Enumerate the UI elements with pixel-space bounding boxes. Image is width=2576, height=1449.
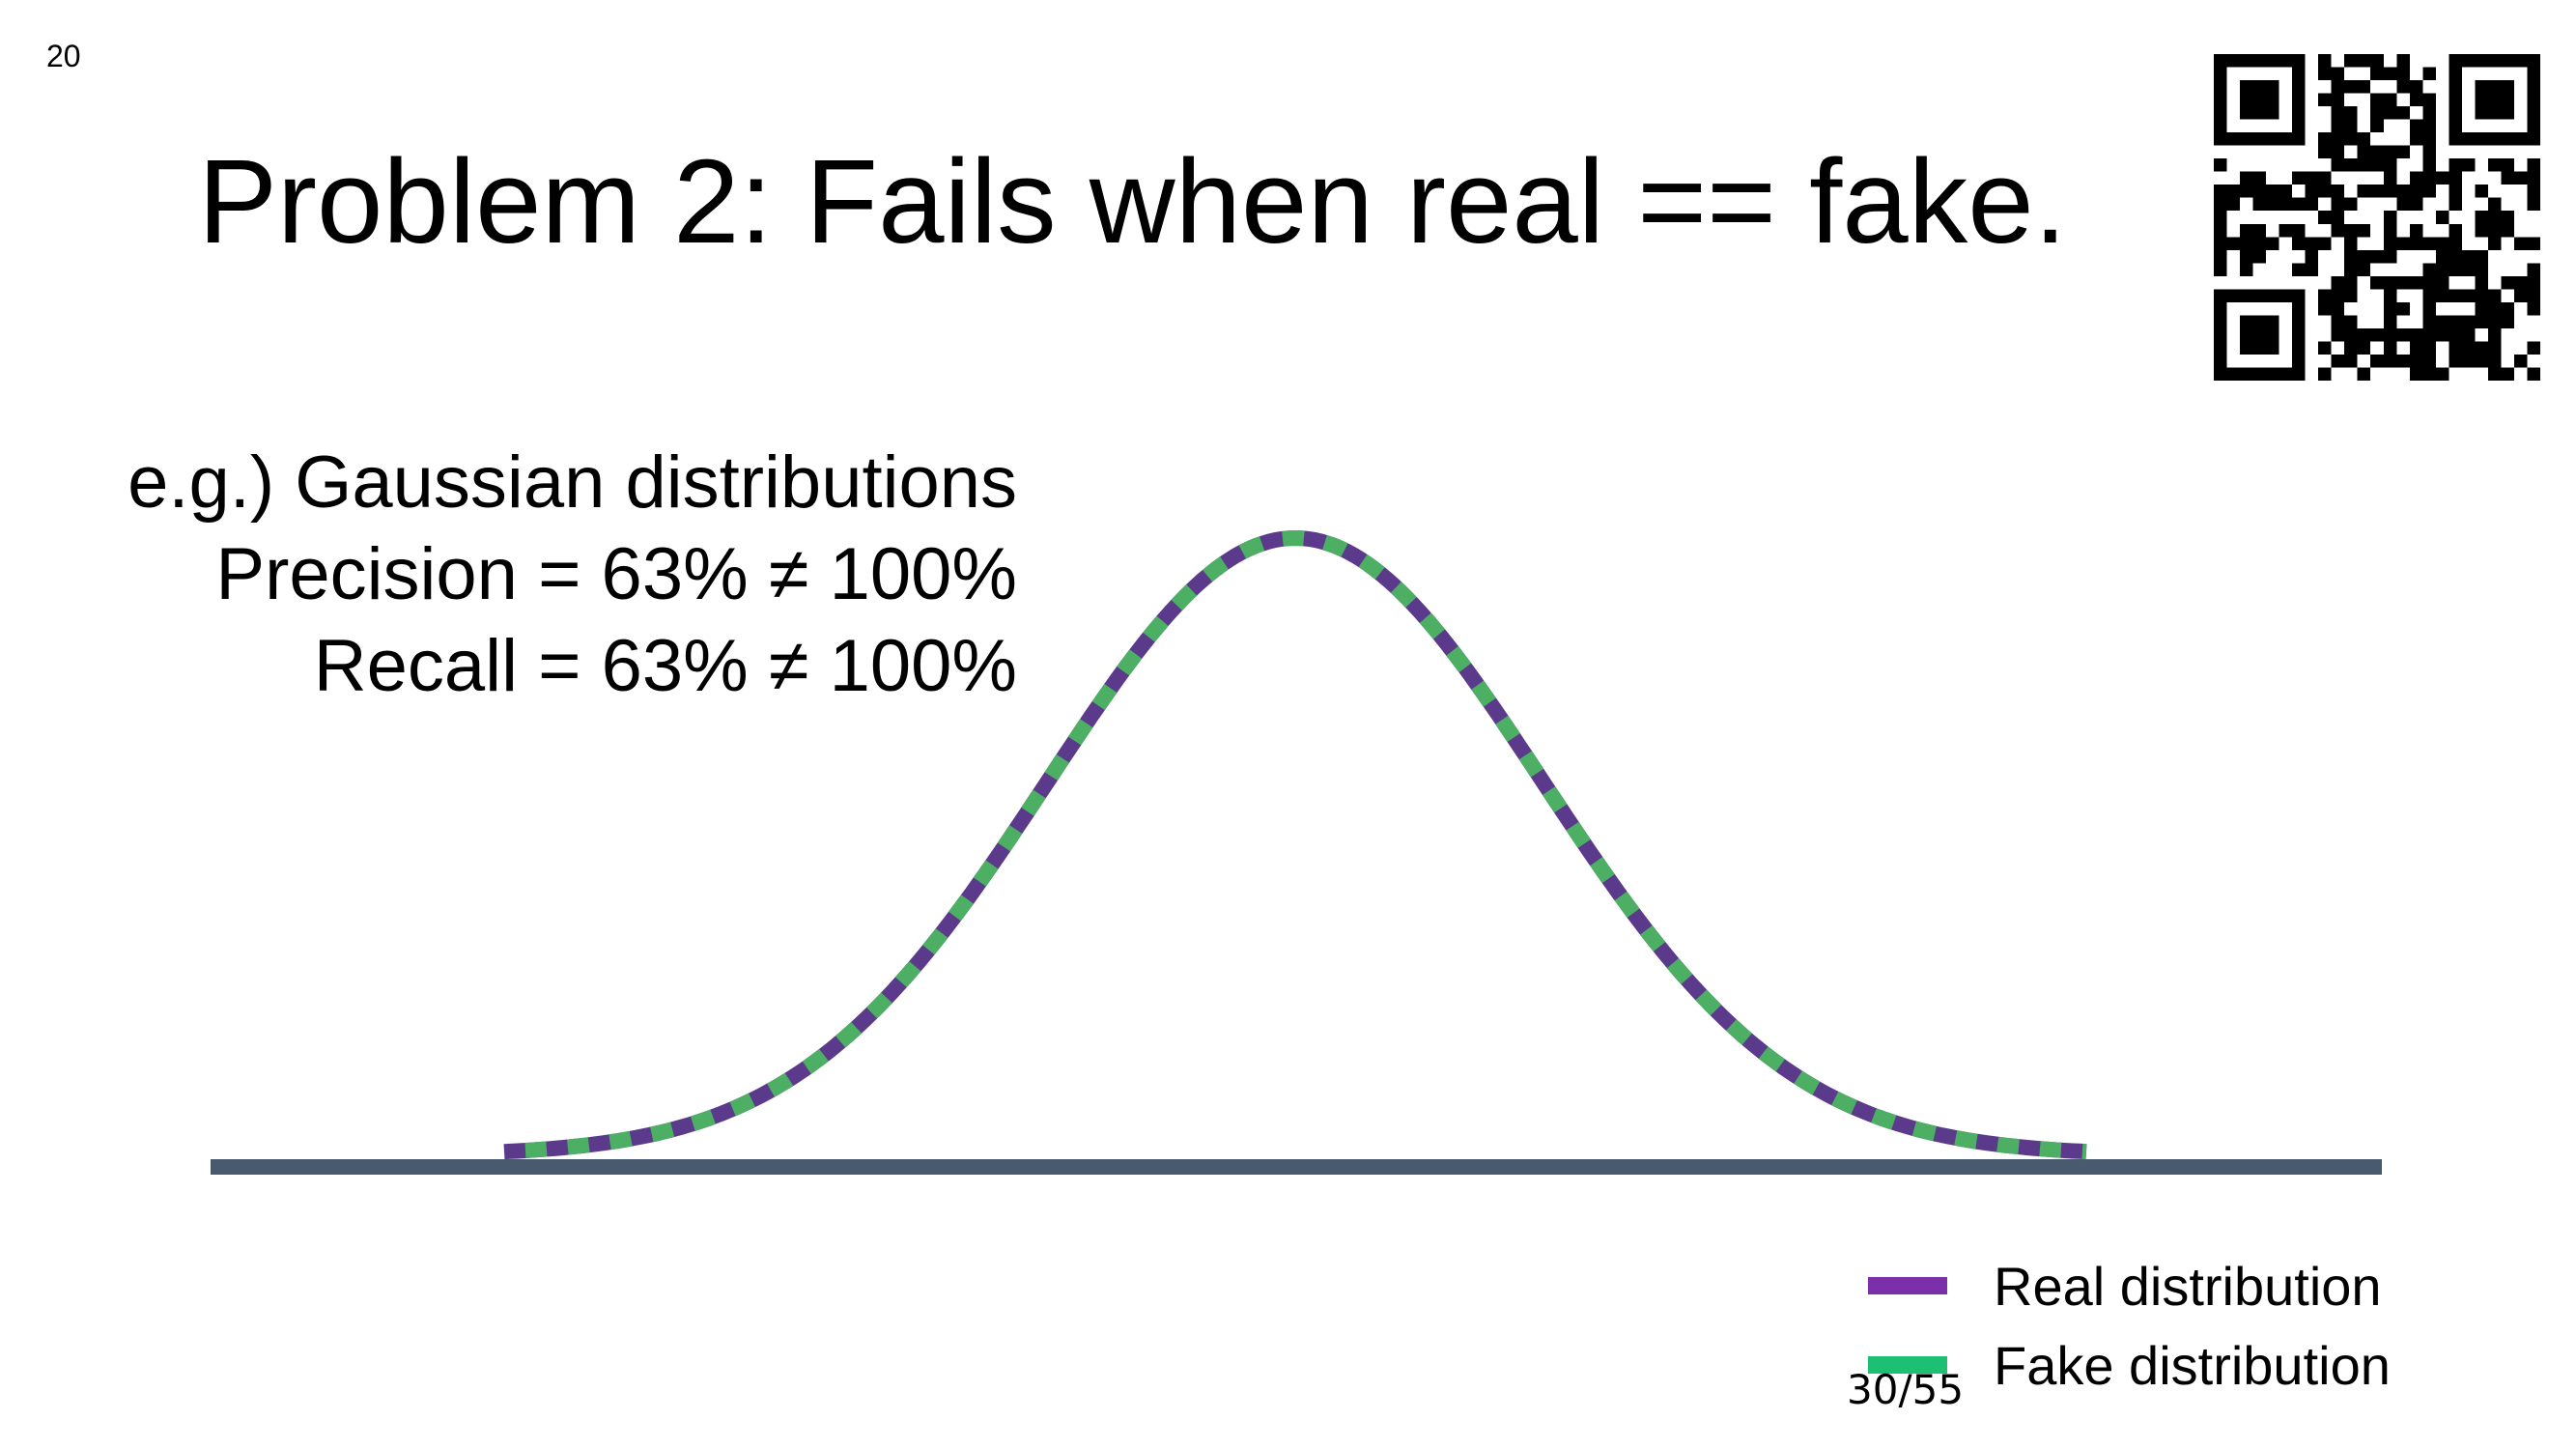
page-counter: 30/55 [1847,1366,1965,1413]
fake-distribution-curve [503,529,2087,1160]
annotation-recall: Recall = 63% ≠ 100% [313,625,1017,707]
real-swatch-icon [1868,1277,1947,1294]
qr-code-icon [2214,54,2540,381]
annotation-block: e.g.) Gaussian distributions Precision =… [127,437,1017,712]
legend-label-fake: Fake distribution [1994,1334,2391,1396]
annotation-precision: Precision = 63% ≠ 100% [215,533,1017,615]
real-distribution-curve [503,529,2087,1160]
annotation-example: e.g.) Gaussian distributions [127,441,1017,524]
slide-number: 20 [46,39,81,73]
legend-item-fake: Fake distribution [1868,1325,2391,1405]
legend: Real distribution Fake distribution [1868,1246,2391,1405]
fake-swatch-icon [1868,1356,1947,1374]
slide-title: Problem 2: Fails when real == fake. [198,136,2067,269]
legend-item-real: Real distribution [1868,1246,2391,1325]
legend-label-real: Real distribution [1994,1255,2382,1317]
